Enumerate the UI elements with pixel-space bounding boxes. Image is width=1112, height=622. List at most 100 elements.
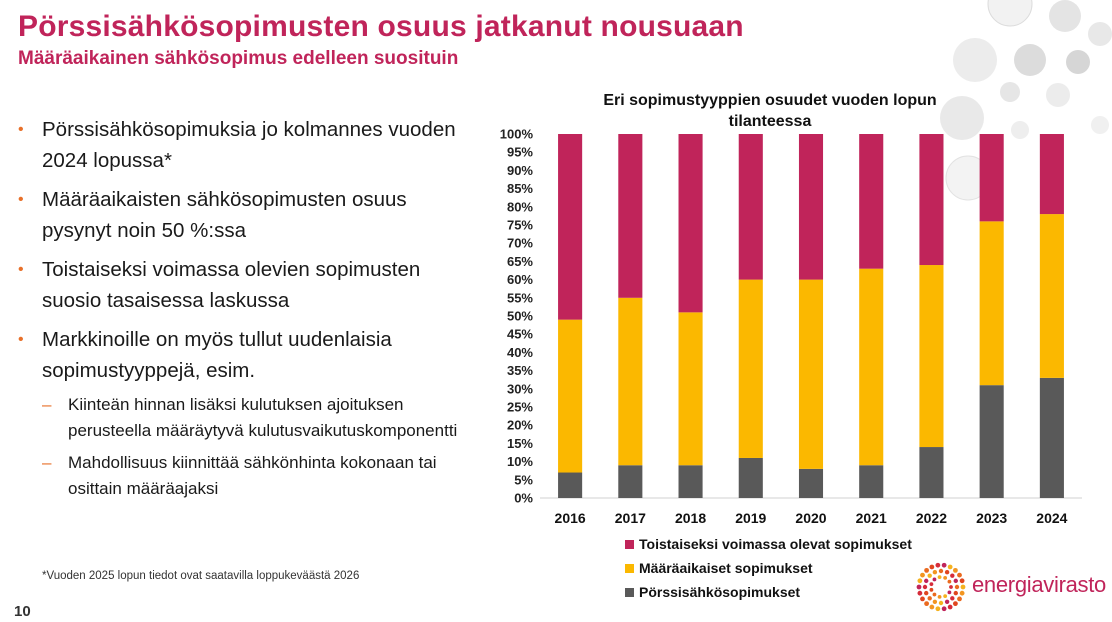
bullet-dot-icon: • <box>18 191 24 208</box>
logo-dot <box>938 568 944 574</box>
bar-segment <box>979 221 1004 386</box>
bar-segment <box>859 134 884 269</box>
x-tick-label: 2018 <box>675 510 706 526</box>
x-tick-label: 2021 <box>856 510 887 526</box>
logo-dot <box>941 562 947 568</box>
logo-dot <box>950 573 955 578</box>
logo-dot <box>922 584 928 590</box>
y-tick-label: 90% <box>507 163 533 178</box>
x-tick-label: 2022 <box>916 510 947 526</box>
bullet-text: Määräaikaisten sähkösopimusten osuus pys… <box>42 188 407 242</box>
sub-bullet-item: – Mahdollisuus kiinnittää sähkönhinta kok… <box>42 450 478 502</box>
y-tick-label: 30% <box>507 381 533 396</box>
bar-segment <box>798 134 824 280</box>
y-tick-label: 35% <box>507 363 533 378</box>
bullet-list: • Pörssisähkösopimuksia jo kolmannes vuod… <box>18 114 478 510</box>
bar-segment <box>1039 377 1064 498</box>
logo-dot <box>924 590 929 596</box>
bullet-text: Toistaiseksi voimassa olevien sopimusten… <box>42 258 421 312</box>
logo-dot <box>959 590 965 596</box>
logo-dot <box>947 590 952 595</box>
logo-dot <box>943 576 948 580</box>
bar-segment <box>738 279 763 458</box>
bar-segment <box>979 385 1004 498</box>
logo-dot <box>953 601 958 607</box>
logo-dot <box>950 596 955 601</box>
bullet-item: • Toistaiseksi voimassa olevien sopimuste… <box>18 254 478 316</box>
logo-dot <box>924 601 929 607</box>
sub-bullet-item: – Kiinteän hinnan lisäksi kulutuksen ajoi… <box>42 392 478 444</box>
bar-segment <box>919 447 944 498</box>
x-tick-label: 2020 <box>795 510 826 526</box>
stacked-bar-chart: Eri sopimustyyppien osuudet vuoden lopun… <box>500 92 1082 600</box>
logo-dot <box>937 594 942 599</box>
logo-dot <box>953 578 958 584</box>
bar-segment <box>919 265 944 448</box>
logo-dot <box>932 599 938 604</box>
bullet-dot-icon: • <box>18 121 24 138</box>
y-tick-label: 40% <box>507 345 533 360</box>
y-tick-label: 95% <box>507 145 533 160</box>
logo-dot <box>929 582 934 587</box>
legend-swatch <box>625 540 634 549</box>
slide-subtitle: Määräaikainen sähkösopimus edelleen suos… <box>18 48 459 69</box>
legend-label: Toistaiseksi voimassa olevat sopimukset <box>639 536 912 552</box>
x-tick-label: 2016 <box>555 510 586 526</box>
logo-dot <box>960 584 966 590</box>
bar-segment <box>558 319 583 473</box>
y-tick-label: 75% <box>507 218 533 233</box>
bar-segment <box>618 465 643 498</box>
logo-dot <box>949 585 953 589</box>
bar-segment <box>798 279 824 469</box>
logo-dot <box>932 577 937 582</box>
legend-swatch <box>625 588 634 597</box>
logo-dot <box>941 606 947 612</box>
bar-segment <box>859 465 884 498</box>
y-tick-label: 80% <box>507 199 533 214</box>
bar-segment <box>1039 214 1064 378</box>
logo-dot <box>957 596 962 602</box>
energiavirasto-logo: energiavirasto <box>914 560 1106 614</box>
logo-dot <box>932 592 937 597</box>
x-tick-label: 2024 <box>1036 510 1067 526</box>
bar-segment <box>678 312 703 466</box>
bullet-item: • Markkinoille on myös tullut uudenlaisia… <box>18 324 478 502</box>
bar-segment <box>979 134 1004 222</box>
legend-label: Määräaikaiset sopimukset <box>639 560 813 576</box>
logo-dot <box>944 570 950 575</box>
bar-segment <box>618 134 643 298</box>
y-tick-label: 65% <box>507 254 533 269</box>
bar-segment <box>798 468 824 498</box>
x-tick-label: 2019 <box>735 510 766 526</box>
logo-dot <box>935 606 941 612</box>
footnote: *Vuoden 2025 lopun tiedot ovat saatavill… <box>42 570 360 582</box>
y-tick-label: 45% <box>507 327 533 342</box>
logo-dot <box>929 604 935 610</box>
bullet-item: • Pörssisähkösopimuksia jo kolmannes vuod… <box>18 114 478 176</box>
logo-dot <box>944 599 950 604</box>
bullet-dot-icon: • <box>18 331 24 348</box>
bar-segment <box>678 134 703 313</box>
logo-dot <box>924 578 929 584</box>
bar-segment <box>919 134 944 266</box>
chart-title: tilanteessa <box>729 113 812 130</box>
bar-segment <box>859 268 884 466</box>
y-tick-label: 85% <box>507 181 533 196</box>
bullet-text: Pörssisähkösopimuksia jo kolmannes vuode… <box>42 118 456 172</box>
logo-text: energiavirasto <box>972 572 1106 597</box>
logo-dot <box>920 572 925 578</box>
y-tick-label: 50% <box>507 309 533 324</box>
y-tick-label: 60% <box>507 272 533 287</box>
logo-dot <box>929 564 935 570</box>
chart-title: Eri sopimustyyppien osuudet vuoden lopun <box>603 92 936 109</box>
bullet-text: Markkinoille on myös tullut uudenlaisia … <box>42 328 392 382</box>
legend-swatch <box>625 564 634 573</box>
bar-segment <box>678 465 703 498</box>
x-tick-label: 2017 <box>615 510 646 526</box>
logo-dot <box>947 579 952 584</box>
logo-dot <box>927 573 932 578</box>
bar-segment <box>558 134 583 320</box>
y-tick-label: 70% <box>507 236 533 251</box>
bullet-item: • Määräaikaisten sähkösopimusten osuus py… <box>18 184 478 246</box>
logo-dot <box>953 590 958 596</box>
